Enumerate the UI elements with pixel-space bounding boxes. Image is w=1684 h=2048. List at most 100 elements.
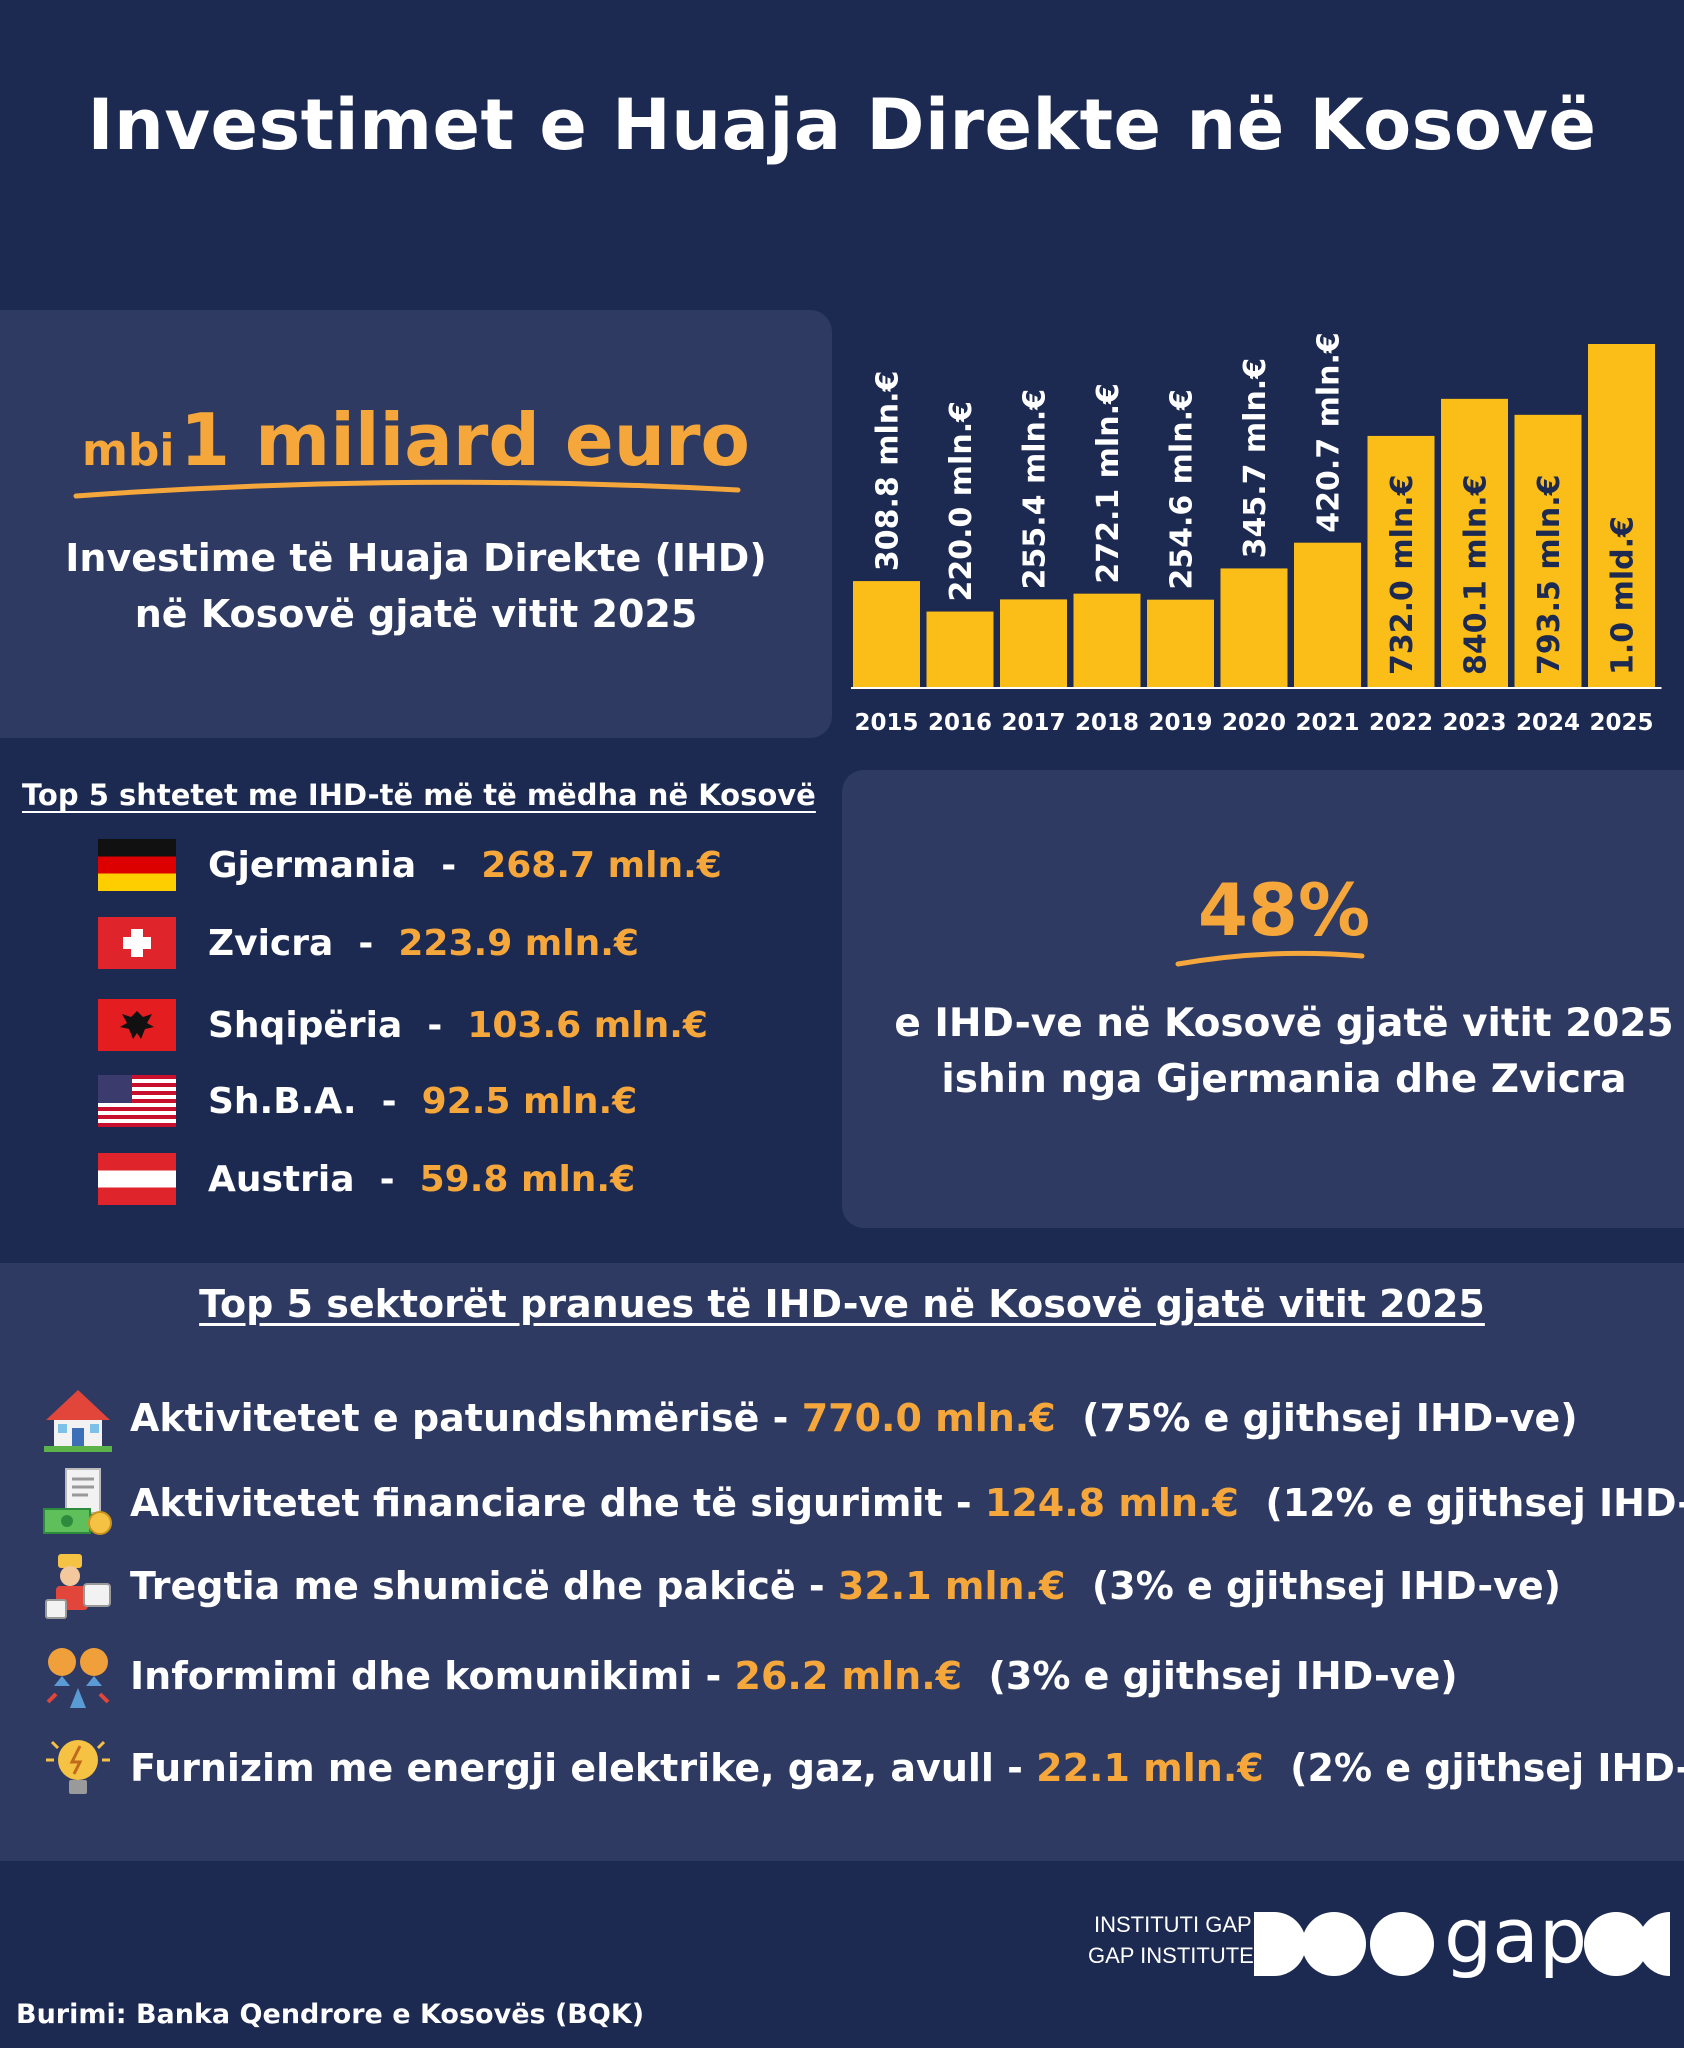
share-panel [842, 770, 1684, 1228]
share-description: e IHD-ve në Kosovë gjatë vitit 2025 ishi… [842, 996, 1684, 1108]
country-value: 59.8 mln.€ [419, 1158, 636, 1200]
x-tick-2023: 2023 [1442, 710, 1506, 736]
austria-flag-icon [98, 1153, 176, 1205]
country-name: Shqipëria [208, 1004, 403, 1046]
sector-value: 26.2 mln.€ [734, 1654, 963, 1698]
x-tick-2018: 2018 [1075, 710, 1139, 736]
trade-icon [45, 1554, 111, 1619]
bar-2017 [1000, 599, 1067, 687]
page-title: Investimet e Huaja Direkte në Kosovë [87, 84, 1597, 166]
x-tick-2025: 2025 [1589, 710, 1653, 736]
bar-2018 [1073, 593, 1141, 687]
country-name: Sh.B.A. [208, 1080, 357, 1122]
sector-label: Tregtia me shumicë dhe pakicë - [130, 1564, 838, 1608]
house-icon [44, 1390, 112, 1452]
sector-label: Aktivitetet financiare dhe të sigurimit … [130, 1481, 985, 1525]
country-row: Sh.B.A. - 92.5 mln.€ [98, 1074, 637, 1128]
highlight-subtitle-line2: në Kosovë gjatë vitit 2025 [134, 592, 698, 636]
x-tick-2024: 2024 [1516, 710, 1580, 736]
money-document-icon [43, 1468, 112, 1535]
communication-icon [46, 1648, 110, 1708]
sector-label: Aktivitetet e patundshmërisë - [130, 1396, 802, 1440]
data-label-2017: 255.4 mln.€ [1018, 389, 1053, 590]
sector-share: (2% e gjithsej IHD-ve) [1290, 1746, 1684, 1790]
highlight-panel [0, 310, 832, 738]
sector-label: Furnizim me energji elektrike, gaz, avul… [130, 1746, 1037, 1790]
sector-row: Tregtia me shumicë dhe pakicë - 32.1 mln… [40, 1546, 1561, 1626]
x-tick-2015: 2015 [854, 710, 918, 736]
data-label-2022: 732.0 mln.€ [1385, 474, 1420, 675]
bar-2024 [1514, 414, 1582, 687]
sector-share: (12% e gjithsej IHD-ve) [1265, 1481, 1684, 1525]
data-label-2020: 345.7 mln.€ [1238, 358, 1273, 559]
share-value: 48% [1197, 868, 1371, 952]
country-separator: - [416, 844, 482, 886]
country-name: Gjermania [208, 844, 417, 886]
highlight-headline: mbi 1 miliard euro [0, 398, 832, 482]
gap-logo: gap [1254, 1904, 1670, 1980]
gap-logo-text: gap [1444, 1904, 1587, 1980]
bar-2021 [1294, 542, 1361, 687]
brand-line2: GAP INSTITUTE [1088, 1943, 1254, 1968]
country-separator: - [356, 1080, 422, 1122]
x-tick-2019: 2019 [1148, 710, 1212, 736]
sector-share: (75% e gjithsej IHD-ve) [1055, 1396, 1578, 1440]
sector-share: (3% e gjithsej IHD-ve) [1065, 1564, 1562, 1608]
data-label-2018: 272.1 mln.€ [1091, 383, 1126, 584]
sector-row: Aktivitetet e patundshmërisë - 770.0 mln… [40, 1378, 1578, 1458]
country-row: Gjermania - 268.7 mln.€ [98, 838, 722, 892]
data-label-2019: 254.6 mln.€ [1165, 389, 1200, 590]
bar-2015 [853, 581, 920, 687]
lightbulb-icon [46, 1740, 110, 1794]
bar-2022 [1367, 435, 1435, 687]
data-label-2021: 420.7 mln.€ [1312, 332, 1347, 533]
share-line1: e IHD-ve në Kosovë gjatë vitit 2025 [894, 1001, 1674, 1046]
highlight-subtitle-line1: Investime të Huaja Direkte (IHD) [65, 536, 767, 580]
source-note: Burimi: Banka Qendrore e Kosovës (BQK) [16, 1999, 645, 2030]
sector-value: 32.1 mln.€ [837, 1564, 1066, 1608]
x-tick-2021: 2021 [1295, 710, 1359, 736]
bar-2023 [1441, 398, 1508, 687]
country-separator: - [354, 1158, 420, 1200]
data-label-2025: 1.0 mld.€ [1606, 516, 1641, 675]
countries-heading: Top 5 shtetet me IHD-të më të mëdha në K… [22, 778, 816, 812]
bar-2016 [926, 611, 994, 687]
sector-share: (3% e gjithsej IHD-ve) [962, 1654, 1458, 1698]
data-label-2015: 308.8 mln.€ [871, 371, 906, 572]
switzerland-flag-icon [98, 917, 176, 969]
x-tick-2017: 2017 [1001, 710, 1065, 736]
x-tick-2020: 2020 [1222, 710, 1286, 736]
country-value: 103.6 mln.€ [467, 1004, 708, 1046]
country-separator: - [333, 922, 399, 964]
sector-label: Informimi dhe komunikimi - [130, 1654, 735, 1698]
sector-value: 770.0 mln.€ [801, 1396, 1056, 1440]
fdi-bar-chart: 308.8 mln.€ 2015 220.0 mln.€ 2016 255.4 mln.… [851, 332, 1662, 736]
highlight-main: 1 miliard euro [180, 398, 750, 482]
x-tick-2016: 2016 [928, 710, 992, 736]
country-value: 223.9 mln.€ [398, 922, 639, 964]
country-row: Shqipëria - 103.6 mln.€ [98, 998, 708, 1052]
country-separator: - [402, 1004, 468, 1046]
bar-2025 [1588, 344, 1655, 687]
brand-line1: INSTITUTI GAP [1094, 1912, 1252, 1937]
germany-flag-icon [98, 839, 176, 891]
share-underline [1175, 950, 1365, 967]
sectors-panel [0, 1263, 1684, 1861]
sector-row: Furnizim me energji elektrike, gaz, avul… [40, 1728, 1684, 1808]
x-tick-2022: 2022 [1369, 710, 1433, 736]
country-row: Zvicra - 223.9 mln.€ [98, 916, 639, 970]
sector-row: Informimi dhe komunikimi - 26.2 mln.€ (3… [40, 1636, 1458, 1716]
sectors-heading: Top 5 sektorët pranues të IHD-ve në Koso… [199, 1282, 1485, 1326]
sector-value: 22.1 mln.€ [1036, 1746, 1264, 1790]
country-name: Austria [208, 1158, 355, 1200]
albania-flag-icon [98, 999, 176, 1051]
highlight-prefix: mbi [81, 425, 175, 476]
bar-2019 [1147, 599, 1214, 687]
bar-2020 [1220, 568, 1288, 687]
data-label-2016: 220.0 mln.€ [944, 401, 979, 602]
country-row: Austria - 59.8 mln.€ [98, 1152, 635, 1206]
sector-value: 124.8 mln.€ [984, 1481, 1239, 1525]
country-value: 268.7 mln.€ [481, 844, 722, 886]
highlight-underline [73, 479, 741, 499]
sector-row: Aktivitetet financiare dhe të sigurimit … [40, 1463, 1684, 1543]
